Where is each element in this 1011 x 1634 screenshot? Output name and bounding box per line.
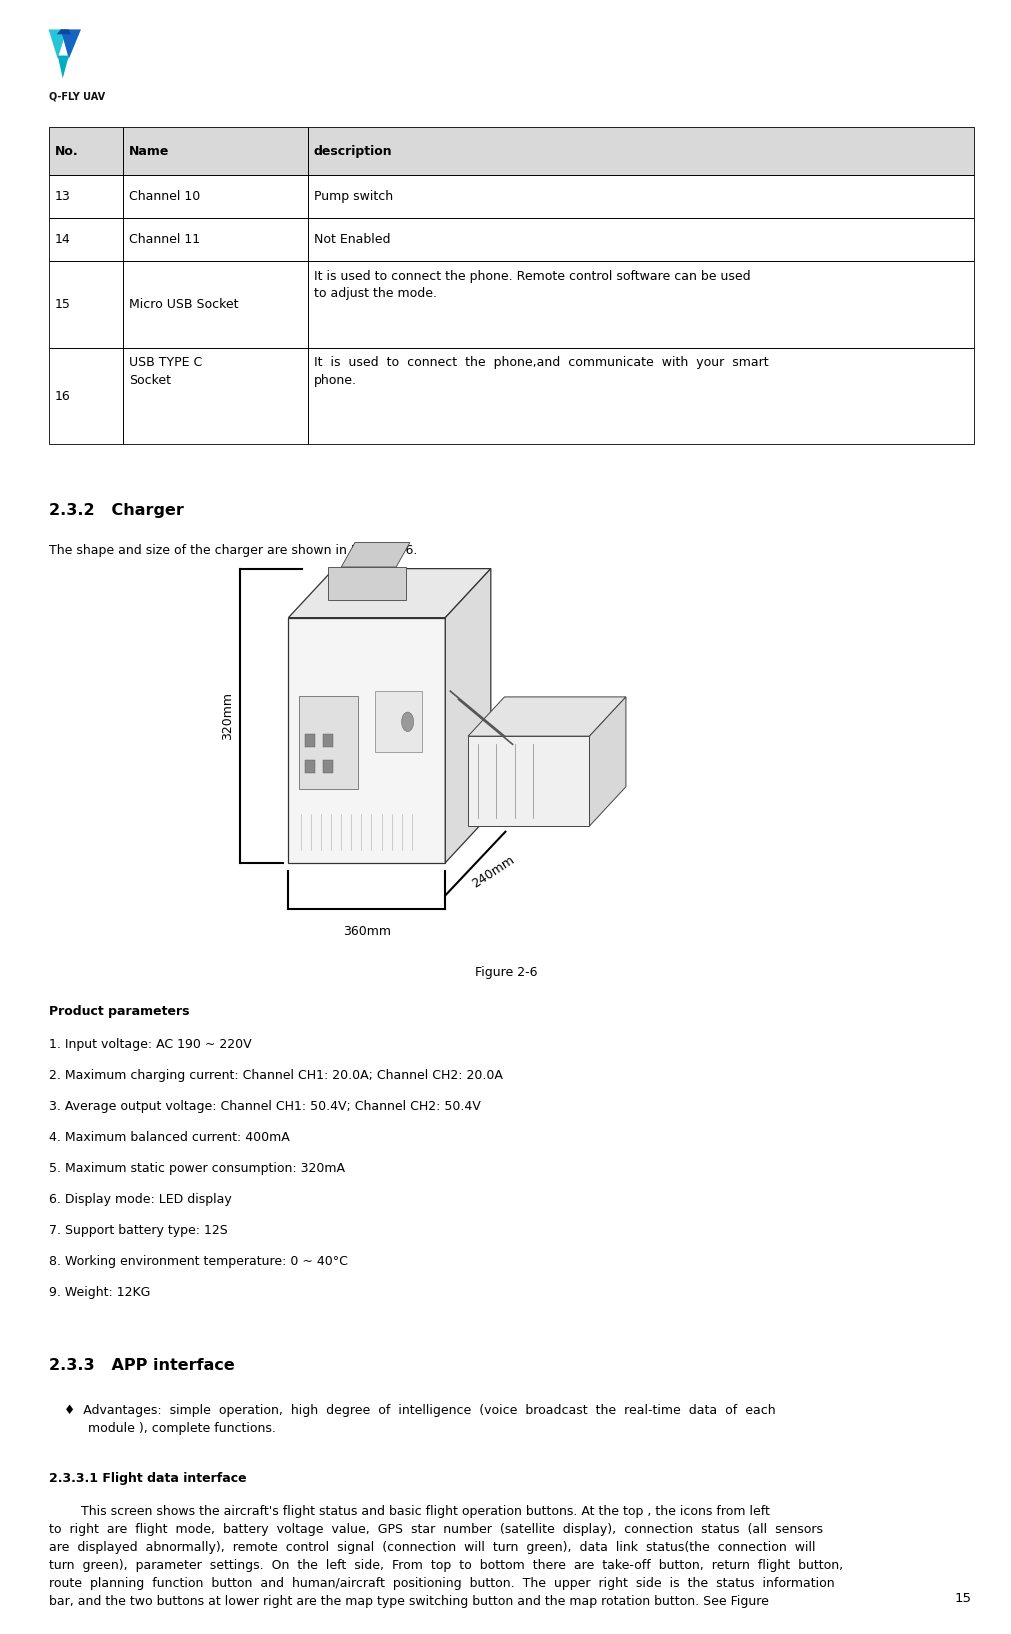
Polygon shape (58, 56, 69, 78)
Bar (323, 760, 333, 773)
Polygon shape (57, 29, 71, 34)
Bar (122, 175, 307, 219)
Text: 2.3.2   Charger: 2.3.2 Charger (49, 503, 183, 518)
Polygon shape (61, 29, 81, 59)
Polygon shape (341, 542, 409, 567)
Polygon shape (288, 618, 445, 863)
Bar (307, 175, 973, 219)
Text: ♦  Advantages:  simple  operation,  high  degree  of  intelligence  (voice  broa: ♦ Advantages: simple operation, high deg… (64, 1404, 774, 1435)
Polygon shape (49, 29, 67, 59)
Text: 14: 14 (55, 234, 71, 247)
Text: 7. Support battery type: 12S: 7. Support battery type: 12S (49, 1224, 227, 1237)
Polygon shape (588, 696, 626, 827)
Text: 240mm: 240mm (469, 853, 517, 891)
Text: Name: Name (128, 145, 169, 157)
Text: 320mm: 320mm (220, 691, 234, 740)
Bar (323, 734, 333, 747)
Polygon shape (467, 737, 588, 827)
Polygon shape (328, 567, 405, 600)
Text: It is used to connect the phone. Remote control software can be used
to adjust t: It is used to connect the phone. Remote … (313, 270, 749, 301)
Bar (122, 219, 307, 261)
Text: The shape and size of the charger are shown in Figure 2-6.: The shape and size of the charger are sh… (49, 544, 417, 557)
Polygon shape (288, 569, 490, 618)
Bar (304, 734, 314, 747)
Bar (307, 261, 973, 348)
Text: Channel 11: Channel 11 (128, 234, 199, 247)
Text: 360mm: 360mm (343, 925, 390, 938)
Text: Channel 10: Channel 10 (128, 190, 200, 203)
Text: Figure 2-6: Figure 2-6 (474, 966, 537, 979)
Text: This screen shows the aircraft's flight status and basic flight operation button: This screen shows the aircraft's flight … (49, 1505, 842, 1608)
Bar (304, 760, 314, 773)
Text: 2.3.3.1 Flight data interface: 2.3.3.1 Flight data interface (49, 1472, 246, 1485)
Text: It  is  used  to  connect  the  phone,and  communicate  with  your  smart
phone.: It is used to connect the phone,and comm… (313, 356, 767, 387)
Text: 3. Average output voltage: Channel CH1: 50.4V; Channel CH2: 50.4V: 3. Average output voltage: Channel CH1: … (49, 1100, 480, 1113)
Bar (49, 175, 122, 219)
Bar (122, 348, 307, 444)
Text: USB TYPE C
Socket: USB TYPE C Socket (128, 356, 202, 387)
Text: Q-FLY UAV: Q-FLY UAV (49, 92, 104, 101)
Bar (122, 127, 307, 175)
Text: Product parameters: Product parameters (49, 1005, 189, 1018)
Bar (307, 219, 973, 261)
Text: description: description (313, 145, 392, 157)
Text: 9. Weight: 12KG: 9. Weight: 12KG (49, 1286, 150, 1299)
Circle shape (401, 712, 413, 732)
Bar (122, 261, 307, 348)
Text: 16: 16 (55, 391, 71, 402)
Bar (122, 127, 307, 175)
Bar (307, 348, 973, 444)
Text: 15: 15 (55, 299, 71, 310)
Text: No.: No. (55, 145, 78, 157)
Text: Not Enabled: Not Enabled (313, 234, 390, 247)
Text: Pump switch: Pump switch (313, 190, 392, 203)
Bar (49, 261, 122, 348)
Text: 5. Maximum static power consumption: 320mA: 5. Maximum static power consumption: 320… (49, 1162, 344, 1175)
Polygon shape (374, 691, 422, 753)
Text: 1. Input voltage: AC 190 ~ 220V: 1. Input voltage: AC 190 ~ 220V (49, 1038, 251, 1051)
Polygon shape (445, 569, 490, 863)
Text: 2. Maximum charging current: Channel CH1: 20.0A; Channel CH2: 20.0A: 2. Maximum charging current: Channel CH1… (49, 1069, 501, 1082)
Bar (49, 127, 122, 175)
Text: 8. Working environment temperature: 0 ~ 40°C: 8. Working environment temperature: 0 ~ … (49, 1255, 347, 1268)
Text: 2.3.3   APP interface: 2.3.3 APP interface (49, 1358, 235, 1373)
Text: 15: 15 (953, 1592, 971, 1605)
Bar (49, 127, 122, 175)
Text: 4. Maximum balanced current: 400mA: 4. Maximum balanced current: 400mA (49, 1131, 289, 1144)
Text: 6. Display mode: LED display: 6. Display mode: LED display (49, 1193, 232, 1206)
Bar (307, 127, 973, 175)
Polygon shape (298, 696, 358, 789)
Text: 13: 13 (55, 190, 71, 203)
Bar (49, 348, 122, 444)
Text: Micro USB Socket: Micro USB Socket (128, 299, 238, 310)
Polygon shape (467, 696, 626, 737)
Bar (307, 127, 973, 175)
Bar (49, 219, 122, 261)
